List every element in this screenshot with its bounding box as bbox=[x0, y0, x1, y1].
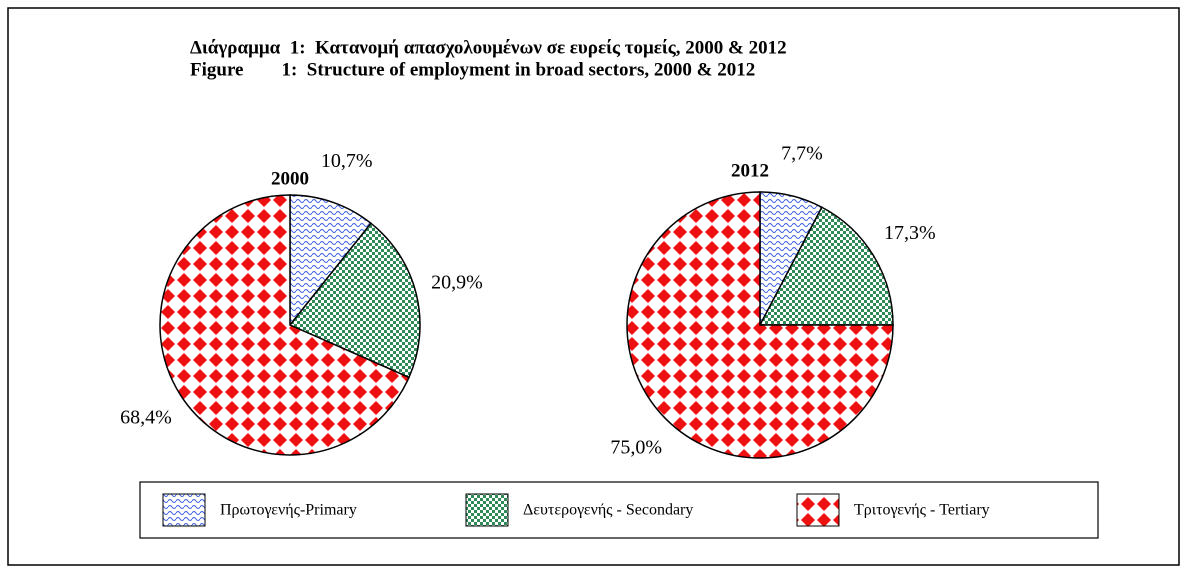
legend-swatch bbox=[465, 493, 509, 527]
legend-label: Πρωτογενής-Primary bbox=[220, 502, 357, 519]
legend-label: Τριτογενής - Tertiary bbox=[854, 502, 990, 519]
pie-slice bbox=[758, 206, 894, 326]
pie-title: 2012 bbox=[731, 160, 769, 181]
legend-swatch bbox=[796, 493, 840, 527]
pie-slice bbox=[289, 194, 373, 328]
title-english: Figure 1: Structure of employment in bro… bbox=[190, 59, 755, 80]
data-label: 20,9% bbox=[431, 271, 483, 293]
pie-slice bbox=[626, 191, 894, 459]
legend-swatch bbox=[162, 493, 206, 527]
legend-label: Δευτερογενής - Secondary bbox=[523, 502, 693, 519]
pie-slice bbox=[159, 194, 410, 456]
data-label: 68,4% bbox=[120, 407, 172, 429]
data-label: 75,0% bbox=[610, 436, 662, 458]
data-label: 7,7% bbox=[781, 143, 823, 165]
title-greek: Διάγραμμα 1: Κατανομή απασχολουμένων σε … bbox=[190, 37, 787, 58]
pie-title: 2000 bbox=[271, 168, 309, 189]
legend-box bbox=[139, 481, 1099, 539]
data-label: 10,7% bbox=[321, 150, 373, 172]
data-label: 17,3% bbox=[884, 222, 936, 244]
